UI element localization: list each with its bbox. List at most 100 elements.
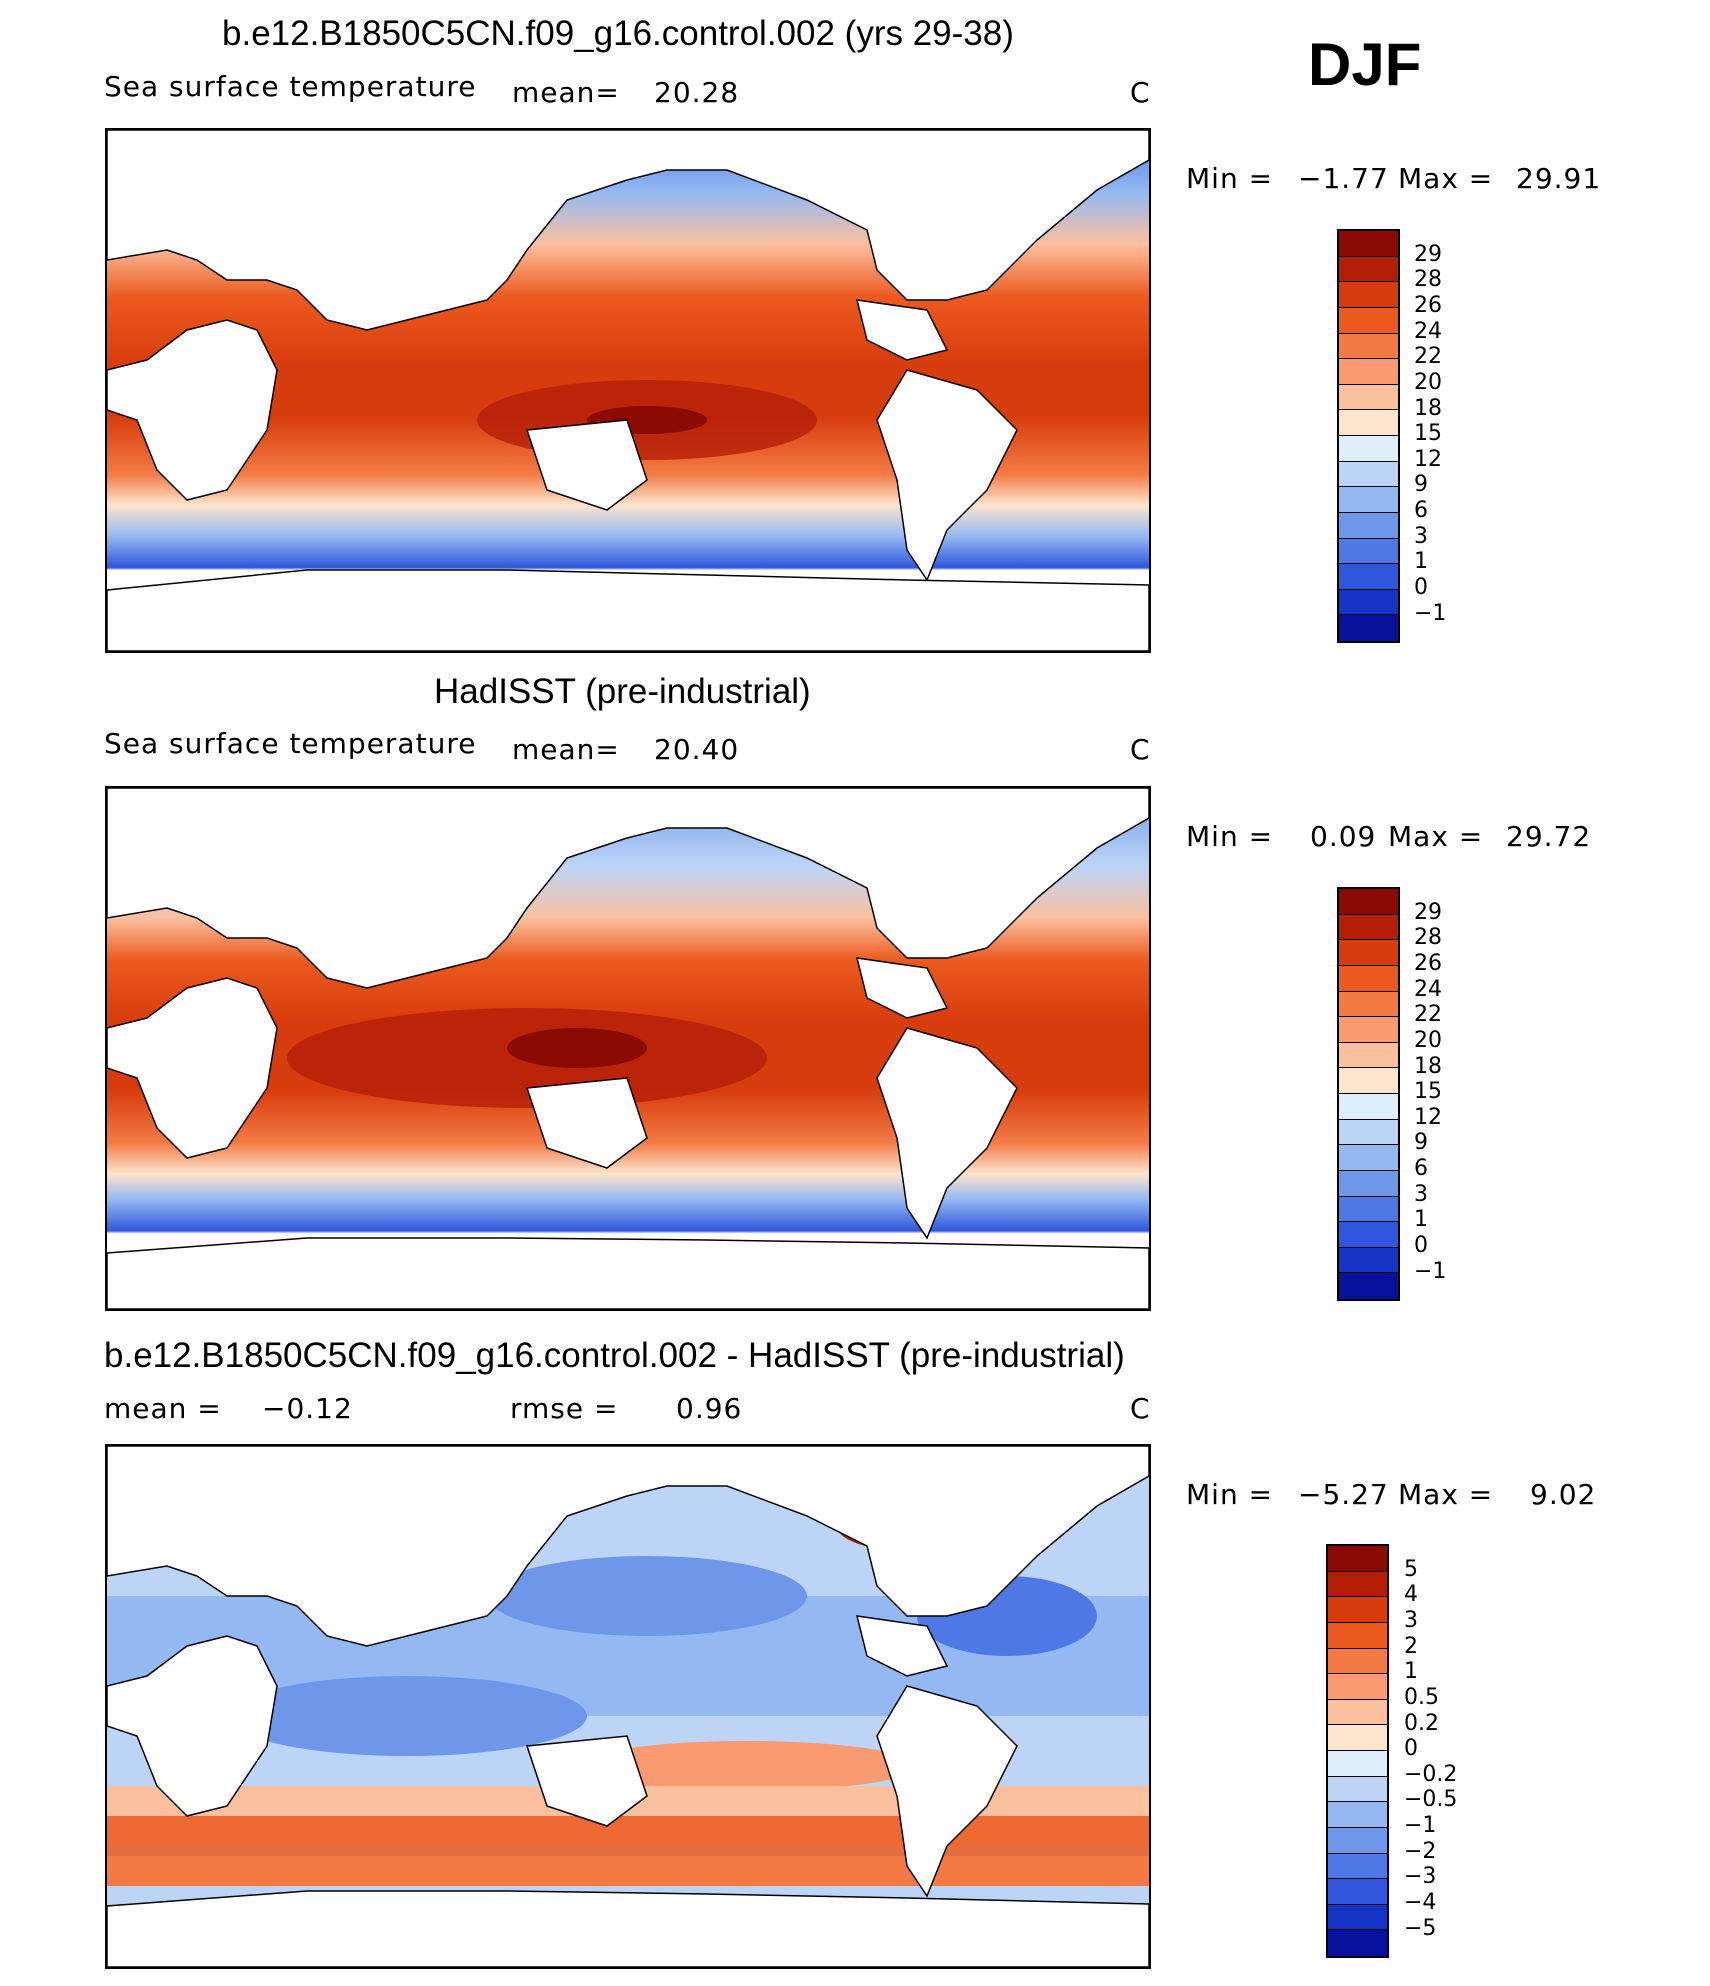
panel3-colorbar xyxy=(1326,1544,1389,1958)
colorbar-swatch xyxy=(1339,1068,1398,1094)
colorbar-swatch xyxy=(1339,1247,1398,1274)
colorbar-swatch xyxy=(1339,333,1398,360)
colorbar-swatch xyxy=(1339,1273,1398,1299)
colorbar-swatch xyxy=(1339,1017,1398,1043)
colorbar-swatch xyxy=(1339,256,1398,283)
colorbar-tick-label: 12 xyxy=(1414,1104,1442,1130)
colorbar-tick-label: 26 xyxy=(1414,293,1442,319)
colorbar-tick-label: 24 xyxy=(1414,976,1442,1002)
panel3-mean-value: −0.12 xyxy=(262,1392,353,1425)
panel3-min-value: −5.27 xyxy=(1298,1478,1389,1511)
colorbar-swatch xyxy=(1339,231,1398,257)
colorbar-swatch xyxy=(1328,1546,1387,1572)
colorbar-tick-label: 12 xyxy=(1414,446,1442,472)
colorbar-tick-label: 1 xyxy=(1414,549,1428,575)
panel1-unit: C xyxy=(1130,76,1151,109)
colorbar-tick-label: 2 xyxy=(1404,1633,1418,1659)
colorbar-tick-label: 9 xyxy=(1414,472,1428,498)
panel3-unit: C xyxy=(1130,1392,1151,1425)
colorbar-tick-label: −1 xyxy=(1404,1813,1437,1839)
colorbar-swatch xyxy=(1339,965,1398,992)
panel3-colorbar-labels: 5 4 3 2 1 0.5 0.2 0 −0.2 −0.5 −1 −2 −3 −4 −5 xyxy=(1404,1557,1484,1967)
colorbar-swatch xyxy=(1339,991,1398,1018)
panel2-mean-value: 20.40 xyxy=(654,733,740,766)
colorbar-tick-label: 28 xyxy=(1414,925,1442,951)
colorbar-tick-label: 4 xyxy=(1404,1582,1418,1608)
panel1-mean-value: 20.28 xyxy=(654,76,740,109)
colorbar-swatch xyxy=(1339,359,1398,385)
colorbar-tick-label: −4 xyxy=(1404,1889,1437,1915)
colorbar-swatch xyxy=(1339,589,1398,616)
colorbar-tick-label: 26 xyxy=(1414,951,1442,977)
panel1-max-value: 29.91 xyxy=(1516,162,1602,195)
colorbar-swatch xyxy=(1339,564,1398,590)
panel3-map-svg xyxy=(107,1446,1149,1967)
panel3-title: b.e12.B1850C5CN.f09_g16.control.002 - Ha… xyxy=(104,1336,1125,1375)
panel2-map-svg xyxy=(107,788,1149,1309)
colorbar-swatch xyxy=(1328,1827,1387,1854)
colorbar-swatch xyxy=(1328,1802,1387,1828)
panel2-variable-label: Sea surface temperature xyxy=(104,727,477,760)
colorbar-tick-label: 18 xyxy=(1414,395,1442,421)
colorbar-tick-label: 28 xyxy=(1414,267,1442,293)
colorbar-swatch xyxy=(1339,1170,1398,1197)
colorbar-tick-label: 15 xyxy=(1414,421,1442,447)
colorbar-tick-label: 9 xyxy=(1414,1130,1428,1156)
colorbar-swatch xyxy=(1328,1879,1387,1905)
colorbar-tick-label: 20 xyxy=(1414,1027,1442,1053)
colorbar-tick-label: 3 xyxy=(1414,1181,1428,1207)
colorbar-tick-label: 15 xyxy=(1414,1079,1442,1105)
colorbar-tick-label: −1 xyxy=(1414,600,1447,626)
colorbar-swatch xyxy=(1339,1042,1398,1069)
panel3-min-label: Min = xyxy=(1186,1478,1274,1511)
panel2-max-value: 29.72 xyxy=(1506,820,1592,853)
colorbar-tick-label: 24 xyxy=(1414,318,1442,344)
colorbar-swatch xyxy=(1328,1674,1387,1700)
colorbar-tick-label: 29 xyxy=(1414,899,1442,925)
panel2-unit: C xyxy=(1130,733,1151,766)
colorbar-tick-label: −2 xyxy=(1404,1838,1437,1864)
colorbar-swatch xyxy=(1339,889,1398,915)
panel1-min-label: Min = xyxy=(1186,162,1274,195)
panel1-colorbar-labels: 29 28 26 24 22 20 18 15 12 9 6 3 1 0 −1 xyxy=(1414,242,1494,652)
panel2-title: HadISST (pre-industrial) xyxy=(434,672,811,711)
colorbar-swatch xyxy=(1328,1751,1387,1777)
colorbar-swatch xyxy=(1339,940,1398,966)
colorbar-tick-label: 22 xyxy=(1414,1002,1442,1028)
colorbar-swatch xyxy=(1339,1222,1398,1248)
colorbar-tick-label: 3 xyxy=(1414,523,1428,549)
colorbar-swatch xyxy=(1328,1597,1387,1623)
colorbar-tick-label: 3 xyxy=(1404,1608,1418,1634)
colorbar-tick-label: 0.2 xyxy=(1404,1710,1439,1736)
colorbar-swatch xyxy=(1339,384,1398,411)
panel3-max-value: 9.02 xyxy=(1530,1478,1597,1511)
colorbar-tick-label: 5 xyxy=(1404,1556,1418,1582)
colorbar-swatch xyxy=(1339,307,1398,334)
panel1-title: b.e12.B1850C5CN.f09_g16.control.002 (yrs… xyxy=(222,14,1014,53)
colorbar-tick-label: 6 xyxy=(1414,1156,1428,1182)
colorbar-swatch xyxy=(1339,436,1398,462)
colorbar-swatch xyxy=(1328,1648,1387,1675)
colorbar-swatch xyxy=(1339,1196,1398,1223)
panel2-colorbar xyxy=(1337,887,1400,1301)
panel1-colorbar xyxy=(1337,229,1400,643)
colorbar-tick-label: −5 xyxy=(1404,1915,1437,1941)
colorbar-tick-label: 0 xyxy=(1414,574,1428,600)
colorbar-swatch xyxy=(1328,1622,1387,1649)
panel1-map xyxy=(105,128,1151,653)
colorbar-tick-label: 22 xyxy=(1414,344,1442,370)
colorbar-swatch xyxy=(1339,282,1398,308)
colorbar-swatch xyxy=(1339,615,1398,641)
panel3-rmse-value: 0.96 xyxy=(676,1392,743,1425)
colorbar-swatch xyxy=(1339,487,1398,513)
panel2-map xyxy=(105,786,1151,1311)
panel1-map-svg xyxy=(107,130,1149,651)
colorbar-tick-label: 0.5 xyxy=(1404,1684,1439,1710)
panel3-mean-label: mean = xyxy=(104,1392,222,1425)
panel1-mean-label: mean= xyxy=(512,76,620,109)
colorbar-swatch xyxy=(1328,1930,1387,1956)
colorbar-swatch xyxy=(1339,538,1398,565)
colorbar-tick-label: 6 xyxy=(1414,498,1428,524)
panel2-colorbar-labels: 29 28 26 24 22 20 18 15 12 9 6 3 1 0 −1 xyxy=(1414,900,1494,1310)
colorbar-tick-label: 20 xyxy=(1414,369,1442,395)
